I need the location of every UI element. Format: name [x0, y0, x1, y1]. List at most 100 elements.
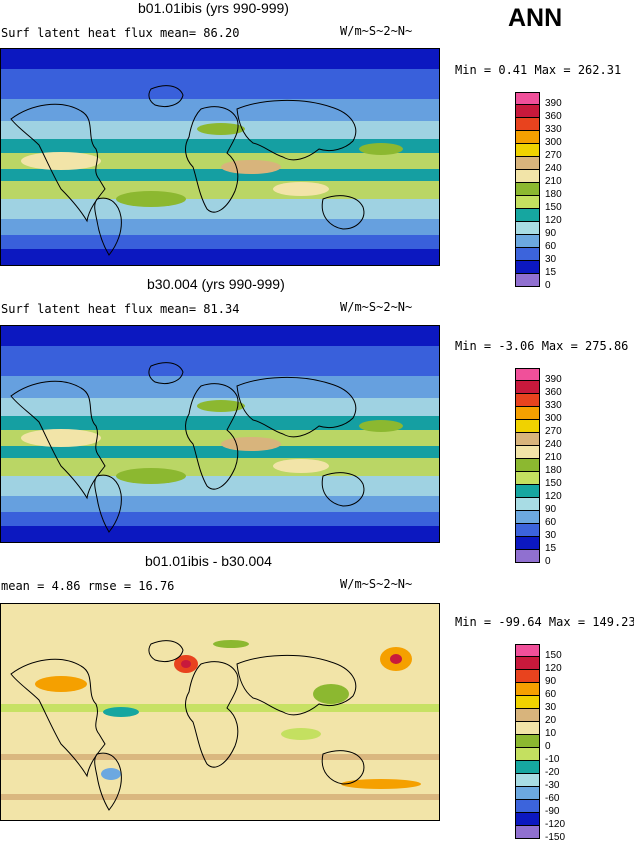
contour-region [197, 123, 245, 135]
legend-label: 210 [545, 452, 562, 463]
legend-swatch [515, 722, 540, 735]
contour-region [273, 459, 329, 473]
contour-region [359, 143, 403, 155]
panel-title: b01.01ibis (yrs 990-999) [138, 0, 289, 16]
legend-label: 240 [545, 163, 562, 174]
contour-band [1, 458, 439, 476]
legend-label: 390 [545, 374, 562, 385]
legend-label: 210 [545, 176, 562, 187]
legend-swatch [515, 183, 540, 196]
legend-swatch [515, 235, 540, 248]
contour-band [1, 139, 439, 153]
legend-swatch [515, 407, 540, 420]
panel-title: b01.01ibis - b30.004 [145, 553, 272, 569]
season-label: ANN [508, 4, 563, 32]
coastline [236, 377, 357, 438]
contour-region [390, 654, 402, 664]
legend-label: 120 [545, 663, 562, 674]
legend-swatch [515, 670, 540, 683]
contour-band [1, 416, 439, 430]
legend-label: 150 [545, 478, 562, 489]
legend-label: 15 [545, 543, 557, 554]
legend-swatch [515, 144, 540, 157]
contour-band [1, 181, 439, 199]
legend-label: -150 [545, 832, 566, 843]
legend-label: 90 [545, 504, 557, 515]
legend-swatch [515, 787, 540, 800]
legend-label: 30 [545, 702, 557, 713]
panel-variable-mean: Surf latent heat flux mean= 81.34 [1, 302, 240, 316]
contour-region [101, 768, 121, 780]
coastline [148, 640, 184, 663]
legend-label: -30 [545, 780, 560, 791]
contour-region [116, 468, 186, 484]
map-plot [0, 325, 440, 543]
legend-label: 270 [545, 426, 562, 437]
contour-band [1, 476, 439, 496]
legend-label: 300 [545, 137, 562, 148]
coastline [236, 100, 357, 161]
legend-swatch [515, 274, 540, 287]
legend-label: -60 [545, 793, 560, 804]
world-map [1, 604, 439, 820]
legend-swatch [515, 644, 540, 657]
contour-band [1, 754, 439, 760]
legend-swatch [515, 485, 540, 498]
legend-swatch [515, 826, 540, 839]
contour-region [221, 160, 281, 174]
legend-swatch [515, 709, 540, 722]
contour-region [213, 640, 249, 648]
legend-label: 180 [545, 189, 562, 200]
legend-swatch [515, 774, 540, 787]
coastline [236, 655, 357, 716]
coastline [185, 383, 239, 490]
legend-swatch [515, 92, 540, 105]
legend-swatch [515, 748, 540, 761]
legend-label: 120 [545, 491, 562, 502]
contour-band [1, 235, 439, 249]
legend-label: 360 [545, 387, 562, 398]
legend-swatch [515, 118, 540, 131]
panel-units: W/m~S~2~N~ [340, 577, 413, 591]
contour-band [1, 376, 439, 398]
contour-band [1, 169, 439, 181]
coastline [148, 85, 184, 108]
legend-label: 150 [545, 202, 562, 213]
contour-band [1, 219, 439, 235]
contour-region [116, 191, 186, 207]
legend-label: 330 [545, 124, 562, 135]
contour-region [313, 684, 349, 704]
legend-label: 180 [545, 465, 562, 476]
legend-swatch [515, 446, 540, 459]
legend-swatch [515, 657, 540, 670]
legend-swatch [515, 131, 540, 144]
legend-swatch [515, 696, 540, 709]
contour-band [1, 430, 439, 446]
legend-swatch [515, 209, 540, 222]
contour-band [1, 199, 439, 219]
legend-swatch [515, 524, 540, 537]
contour-region [359, 420, 403, 432]
legend-swatch [515, 420, 540, 433]
legend-label: 330 [545, 400, 562, 411]
contour-band [1, 704, 439, 712]
world-map [1, 326, 439, 542]
legend-label: 300 [545, 413, 562, 424]
legend-label: 0 [545, 280, 551, 291]
legend-swatch [515, 761, 540, 774]
legend-swatch [515, 433, 540, 446]
legend-label: -20 [545, 767, 560, 778]
panel-units: W/m~S~2~N~ [340, 24, 413, 38]
coastline [321, 750, 365, 785]
contour-region [221, 437, 281, 451]
legend-label: 360 [545, 111, 562, 122]
legend-label: 0 [545, 556, 551, 567]
panel-units: W/m~S~2~N~ [340, 300, 413, 314]
world-map [1, 49, 439, 265]
contour-region [21, 152, 101, 170]
panel-variable-mean: Surf latent heat flux mean= 86.20 [1, 26, 240, 40]
legend-label: 270 [545, 150, 562, 161]
legend-swatch [515, 550, 540, 563]
legend-swatch [515, 381, 540, 394]
panel-min-max: Min = 0.41 Max = 262.31 [455, 63, 622, 77]
